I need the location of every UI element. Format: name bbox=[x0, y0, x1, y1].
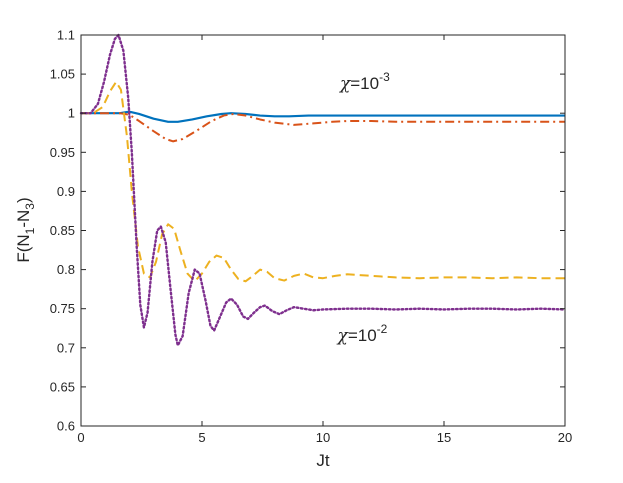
y-axis-label-sub1: 1 bbox=[23, 227, 37, 234]
annotation-exponent: -2 bbox=[377, 322, 388, 336]
series-line-4 bbox=[79, 33, 567, 347]
annotation-chi-1e-2: χ=10-2 bbox=[337, 322, 388, 346]
y-tick-label: 0.9 bbox=[57, 184, 75, 199]
y-axis-label-end: ) bbox=[14, 197, 33, 203]
x-tick-labels: 0 5 10 15 20 bbox=[77, 430, 572, 445]
series-line-1 bbox=[81, 110, 565, 123]
y-tick-labels: 0.6 0.65 0.7 0.75 0.8 0.85 0.9 0.95 1 1.05 1.1 bbox=[50, 28, 75, 434]
y-axis-label-main: F(N bbox=[14, 234, 33, 262]
y-axis-label-mid: -N bbox=[14, 210, 33, 228]
annotation-chi-symbol: χ bbox=[339, 74, 352, 94]
plot-background bbox=[81, 35, 565, 426]
x-tick-label: 10 bbox=[316, 430, 330, 445]
tick-layer bbox=[80, 34, 566, 427]
y-tick-label: 0.75 bbox=[50, 301, 75, 316]
annotation-text: =10 bbox=[348, 326, 377, 345]
series-layer bbox=[79, 33, 567, 347]
y-tick-label: 0.8 bbox=[57, 262, 75, 277]
annotation-chi-symbol: χ bbox=[337, 326, 350, 346]
y-tick-label: 0.65 bbox=[50, 379, 75, 394]
x-axis-label: Jt bbox=[316, 451, 330, 470]
annotation-chi-1e-3: χ=10-3 bbox=[339, 70, 390, 94]
y-tick-label: 0.6 bbox=[57, 419, 75, 434]
y-tick-label: 0.95 bbox=[50, 145, 75, 160]
y-axis-label: F(N1-N3) bbox=[14, 197, 37, 262]
annotation-text: =10 bbox=[350, 74, 379, 93]
y-tick-label: 0.7 bbox=[57, 340, 75, 355]
series-line-2 bbox=[81, 112, 565, 143]
annotation-exponent: -3 bbox=[379, 70, 390, 84]
y-tick-label: 1 bbox=[68, 106, 75, 121]
x-tick-label: 20 bbox=[558, 430, 572, 445]
x-tick-label: 0 bbox=[77, 430, 84, 445]
y-tick-label: 1.05 bbox=[50, 67, 75, 82]
y-axis-label-sub2: 3 bbox=[23, 203, 37, 210]
x-tick-label: 15 bbox=[437, 430, 451, 445]
y-tick-label: 1.1 bbox=[57, 28, 75, 43]
y-tick-label: 0.85 bbox=[50, 223, 75, 238]
x-tick-label: 5 bbox=[198, 430, 205, 445]
